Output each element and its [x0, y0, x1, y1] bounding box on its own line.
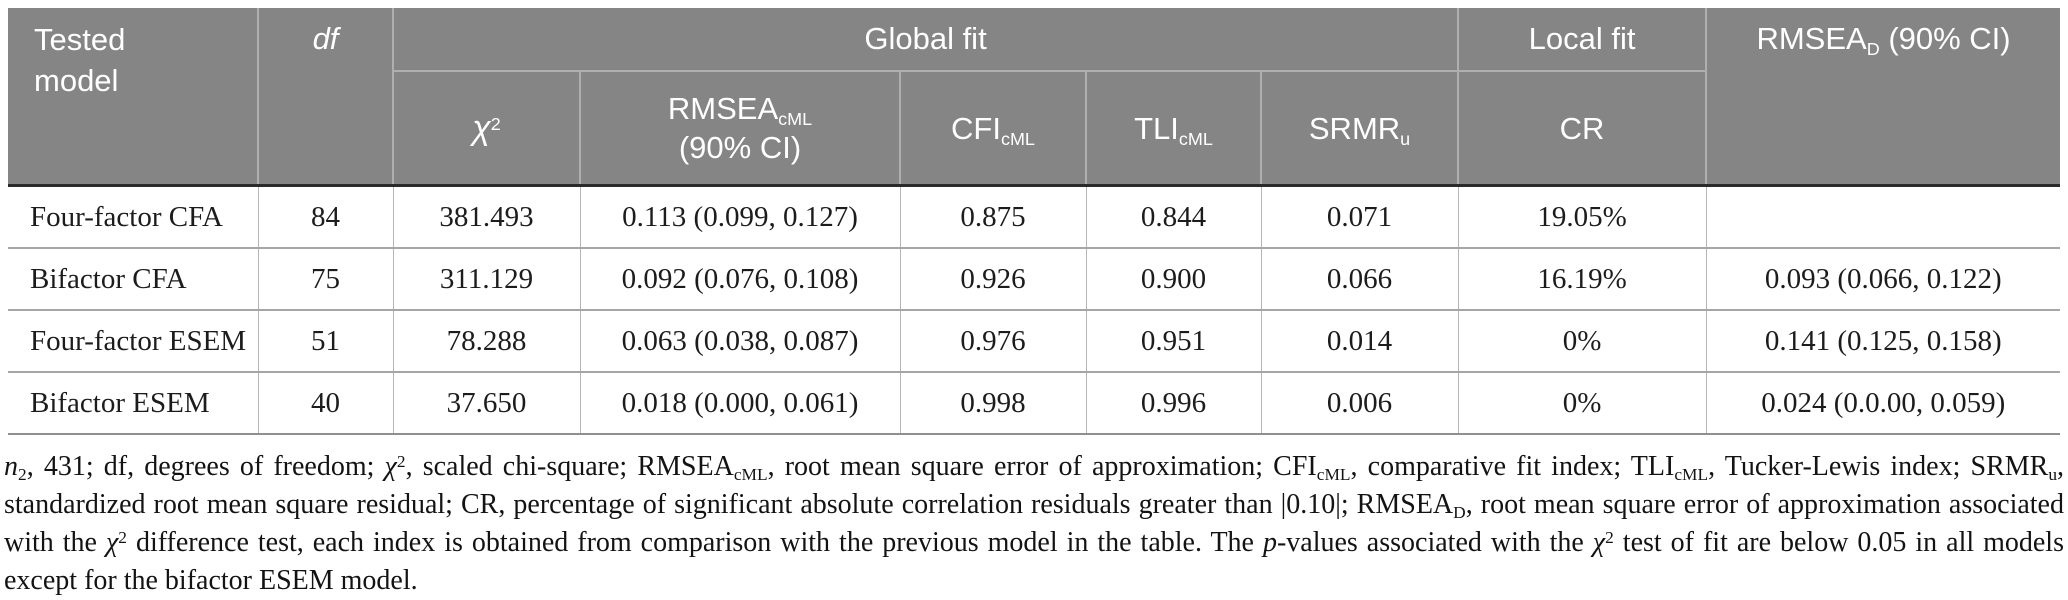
cell-cfi: 0.926	[899, 247, 1087, 311]
table-row: Bifactor ESEM 40 37.650 0.018 (0.000, 0.061…	[8, 371, 2061, 435]
cell-rmsea-cml: 0.063 (0.038, 0.087)	[579, 309, 901, 373]
srmr-base: SRMR	[1308, 110, 1401, 146]
cell-cr: 0%	[1457, 371, 1707, 435]
table-body: Four-factor CFA 84 381.493 0.113 (0.099, 0.…	[8, 184, 2061, 435]
table-row: Bifactor CFA 75 311.129 0.092 (0.076, 0.108…	[8, 247, 2061, 311]
col-group-global-fit-label: Global fit	[864, 21, 987, 56]
cell-tli: 0.844	[1085, 184, 1262, 249]
col-group-local-fit-label: Local fit	[1528, 21, 1636, 56]
cell-chi2: 381.493	[392, 184, 581, 249]
chi-exponent: 2	[490, 113, 501, 134]
rmsea-d-ci: (90% CI)	[1879, 21, 2011, 56]
cell-rmsea-cml: 0.018 (0.000, 0.061)	[579, 371, 901, 435]
tli-base: TLI	[1134, 110, 1179, 146]
table-header: Tested model df Global fit Local fit RMS…	[8, 8, 2061, 187]
cell-rmsea-d: 0.141 (0.125, 0.158)	[1705, 309, 2061, 373]
col-header-srmr: SRMRu	[1259, 70, 1460, 187]
col-header-tested-model-label: Tested model	[34, 22, 126, 98]
cell-df: 84	[257, 184, 394, 249]
cell-model: Bifactor CFA	[8, 247, 259, 311]
cell-rmsea-d	[1705, 184, 2061, 249]
table-row: Four-factor CFA 84 381.493 0.113 (0.099, 0.…	[8, 184, 2061, 249]
table-row: Four-factor ESEM 51 78.288 0.063 (0.038, 0.…	[8, 309, 2061, 373]
footnote: n2, 431; df, degrees of freedom; χ2, sca…	[4, 451, 2064, 596]
rmsea-cml-subscript: cML	[778, 109, 813, 130]
fit-indices-table: Tested model df Global fit Local fit RMS…	[8, 8, 2061, 435]
cell-cr: 16.19%	[1457, 247, 1707, 311]
col-header-df-label: df	[312, 21, 339, 56]
col-header-cfi: CFIcML	[899, 70, 1087, 187]
col-header-rmsea-d: RMSEAD (90% CI)	[1705, 8, 2061, 187]
col-header-rmsea-cml: RMSEAcML (90% CI)	[579, 70, 901, 187]
cell-cfi: 0.976	[899, 309, 1087, 373]
cell-df: 75	[257, 247, 394, 311]
cfi-subscript: cML	[1000, 128, 1035, 149]
cell-chi2: 37.650	[392, 371, 581, 435]
col-header-tested-model: Tested model	[8, 8, 259, 187]
tli-subscript: cML	[1178, 128, 1213, 149]
cell-tli: 0.900	[1085, 247, 1262, 311]
cell-srmr: 0.071	[1260, 184, 1459, 249]
cell-tli: 0.996	[1085, 371, 1262, 435]
cell-rmsea-cml: 0.092 (0.076, 0.108)	[579, 247, 901, 311]
rmsea-cml-ci: (90% CI)	[678, 130, 802, 165]
cell-cfi: 0.875	[899, 184, 1087, 249]
cfi-base: CFI	[951, 110, 1001, 146]
col-group-global-fit: Global fit	[391, 8, 1460, 72]
cell-model: Bifactor ESEM	[8, 371, 259, 435]
rmsea-cml-base: RMSEA	[667, 91, 779, 126]
cell-df: 51	[257, 309, 394, 373]
cell-srmr: 0.006	[1260, 371, 1459, 435]
rmsea-d-base: RMSEA	[1756, 21, 1867, 56]
col-group-local-fit: Local fit	[1457, 8, 1708, 72]
cell-cr: 19.05%	[1457, 184, 1707, 249]
cell-chi2: 78.288	[392, 309, 581, 373]
cell-tli: 0.951	[1085, 309, 1262, 373]
cell-cr: 0%	[1457, 309, 1707, 373]
col-header-chi-square: χ2	[393, 70, 581, 187]
cell-model: Four-factor ESEM	[8, 309, 259, 373]
cell-cfi: 0.998	[899, 371, 1087, 435]
chi-symbol: χ	[472, 108, 491, 147]
cell-chi2: 311.129	[392, 247, 581, 311]
cell-df: 40	[257, 371, 394, 435]
cell-rmsea-d: 0.024 (0.0.00, 0.059)	[1705, 371, 2061, 435]
col-header-cr: CR	[1457, 70, 1708, 187]
srmr-subscript: u	[1400, 128, 1411, 149]
cell-rmsea-cml: 0.113 (0.099, 0.127)	[579, 184, 901, 249]
cell-model: Four-factor CFA	[8, 184, 259, 249]
col-header-tli: TLIcML	[1085, 70, 1262, 187]
cell-srmr: 0.066	[1260, 247, 1459, 311]
cell-rmsea-d: 0.093 (0.066, 0.122)	[1705, 247, 2061, 311]
rmsea-d-subscript: D	[1866, 39, 1880, 60]
cell-srmr: 0.014	[1260, 309, 1459, 373]
cr-label: CR	[1559, 110, 1605, 146]
col-header-df: df	[257, 8, 394, 187]
